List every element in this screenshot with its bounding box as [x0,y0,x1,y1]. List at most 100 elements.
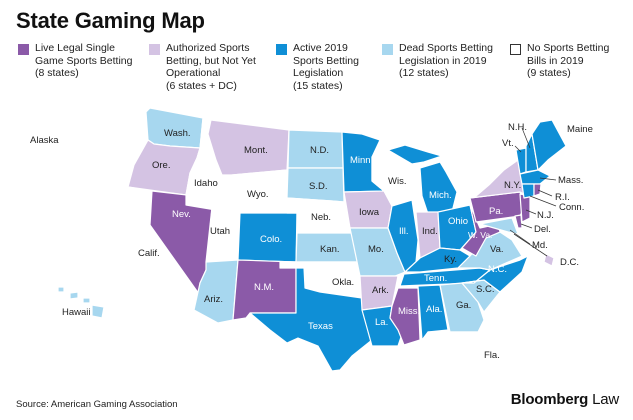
state-de[interactable] [514,214,523,229]
label-tenn: Tenn. [424,273,447,284]
label-sc: S.C. [476,284,494,295]
label-idaho: Idaho [194,178,218,189]
label-del: Del. [534,224,551,235]
brand-suffix: Law [588,391,619,408]
label-ind: Ind. [422,226,438,237]
label-okla: Okla. [332,277,354,288]
label-nm: N.M. [254,282,274,293]
legend-active-line2: Sports Betting [293,54,359,67]
label-utah: Utah [210,226,230,237]
label-nh: N.H. [508,122,527,133]
map-title: State Gaming Map [16,8,205,33]
conn-leader-line [529,195,557,207]
label-va: Va. [490,244,504,255]
state-ky[interactable] [404,247,471,273]
label-ri: R.I. [555,192,570,203]
label-sd: S.D. [309,181,327,192]
legend-swatch-authorized [149,44,160,55]
label-ohio: Ohio [448,216,468,227]
legend-none-line2: Bills in 2019 [527,54,584,67]
label-nd: N.D. [310,145,329,156]
legend-dead-line2: Legislation in 2019 [399,54,487,67]
legend-item-live: Live Legal Single Game Sports Betting (8… [18,42,132,80]
legend-live-line2: Game Sports Betting [35,54,133,67]
label-iowa: Iowa [359,207,380,218]
legend-live-line3: (8 states) [35,67,79,79]
label-nev: Nev. [172,209,191,220]
legend-active-line3: Legislation [293,67,344,79]
legend-authorized-line4: (6 states + DC) [166,79,237,92]
label-nj: N.J. [537,210,554,221]
dc-leader-line [513,233,548,257]
state-wv[interactable] [461,204,501,257]
state-wi[interactable] [371,149,415,207]
label-ark: Ark. [372,285,389,296]
label-ny: N.Y. [504,180,521,191]
label-conn: Conn. [559,202,584,213]
label-vt: Vt. [502,138,514,149]
label-alaska: Alaska [30,135,59,146]
legend-dead-line3: (12 states) [399,67,449,79]
label-calif: Calif. [138,248,160,259]
state-mi[interactable] [419,161,458,215]
label-ga: Ga. [456,300,471,311]
state-me[interactable] [531,119,567,171]
label-minn: Minn. [350,155,373,166]
state-dc-marker[interactable] [543,253,555,267]
state-mi-upper[interactable] [387,144,443,165]
legend-swatch-dead [382,44,393,55]
label-ore: Ore. [152,160,170,171]
legend-swatch-active [276,44,287,55]
legend-authorized-line2: Betting, but Not Yet [166,54,256,67]
legend-active-line1: Active 2019 [293,42,348,54]
label-mo: Mo. [368,244,384,255]
legend-none-line1: No Sports Betting [527,42,610,54]
state-fl[interactable] [427,327,503,379]
label-ky: Ky. [444,254,457,265]
legend-active-line4: (15 states) [293,79,343,92]
label-kan: Kan. [320,244,340,255]
state-ct[interactable] [521,183,535,199]
legend-item-authorized: Authorized Sports Betting, but Not Yet O… [149,42,256,92]
label-ill: Ill. [399,226,409,237]
label-la: La. [375,317,388,328]
nj-leader-line [525,209,537,215]
state-md[interactable] [479,217,519,235]
legend-authorized-line1: Authorized Sports [166,42,250,54]
label-wash: Wash. [164,128,191,139]
legend-none-line3: (9 states) [527,67,571,79]
label-wva: W. Va. [468,230,492,240]
label-texas: Texas [308,321,333,332]
nh-leader-line [521,127,531,149]
label-maine: Maine [567,124,593,135]
label-wyo: Wyo. [247,189,269,200]
del-leader-line [520,223,533,229]
label-neb: Neb. [311,212,331,223]
label-dc: D.C. [560,257,579,268]
vt-leader-line [514,145,522,153]
label-miss: Miss. [398,306,420,317]
state-hi[interactable] [57,286,105,319]
legend-item-dead: Dead Sports Betting Legislation in 2019 … [382,42,493,80]
label-fla: Fla. [484,350,500,361]
legend-swatch-live [18,44,29,55]
brand-name: Bloomberg [510,391,589,408]
legend-authorized-line3: Operational [166,67,221,79]
label-mont: Mont. [244,145,268,156]
label-colo: Colo. [260,234,282,245]
state-nc[interactable] [461,255,529,293]
state-ri[interactable] [533,183,542,197]
md-leader-line [509,229,531,245]
label-wis: Wis. [388,176,406,187]
legend-live-line1: Live Legal Single [35,42,115,54]
state-tx[interactable] [249,267,373,372]
state-ma[interactable] [519,169,551,185]
state-ak[interactable] [15,159,93,231]
label-nc: N.C. [488,264,507,275]
source-note: Source: American Gaming Association [16,399,178,410]
label-md: Md. [532,240,548,251]
label-ala: Ala. [426,304,442,315]
label-mass: Mass. [558,175,583,186]
state-al[interactable] [417,284,449,341]
